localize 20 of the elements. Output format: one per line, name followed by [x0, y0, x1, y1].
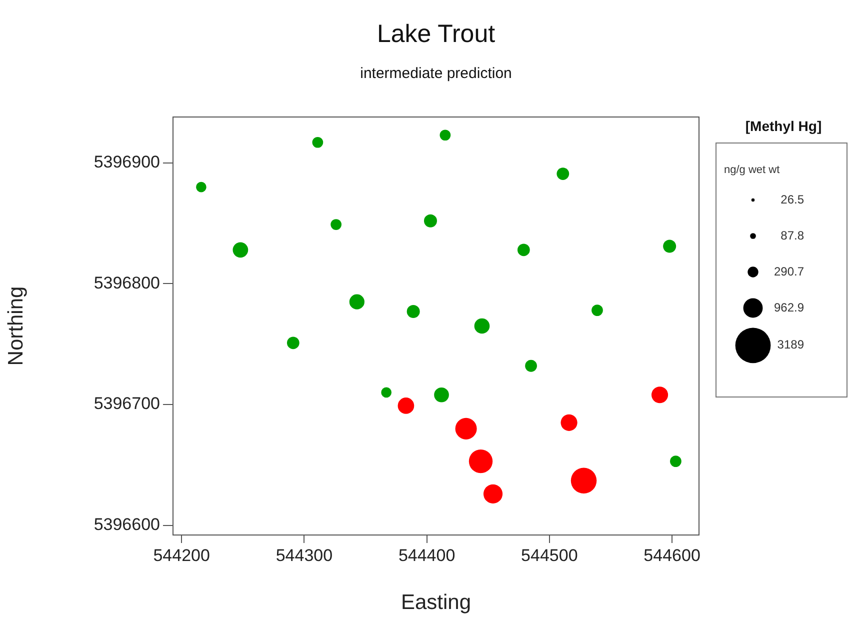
chart-title: Lake Trout — [376, 20, 496, 48]
legend-label: 290.7 — [774, 264, 804, 278]
x-tick-label: 544400 — [398, 546, 456, 565]
y-tick-label: 5396600 — [94, 515, 160, 534]
x-axis-title: Easting — [400, 591, 472, 614]
y-tick-label: 5396700 — [94, 394, 160, 414]
x-tick-label: 544500 — [521, 546, 578, 565]
legend-label: 962.9 — [774, 300, 804, 314]
chart-subtitle: intermediate prediction — [360, 65, 512, 82]
legend-label: 3189 — [777, 338, 804, 352]
x-tick-label: 544600 — [644, 546, 700, 565]
y-axis-title: Northing — [4, 286, 28, 366]
x-tick-label: 544200 — [153, 546, 210, 565]
y-tick-label: 5396800 — [94, 273, 160, 292]
legend-label: 26.5 — [780, 192, 804, 206]
y-tick-label: 5396900 — [94, 152, 160, 172]
legend-title: [Methyl Hg] — [745, 118, 822, 134]
legend-label: 87.8 — [780, 228, 804, 242]
x-tick-label: 544300 — [276, 546, 333, 565]
text: ng/g wet wt — [724, 164, 780, 176]
